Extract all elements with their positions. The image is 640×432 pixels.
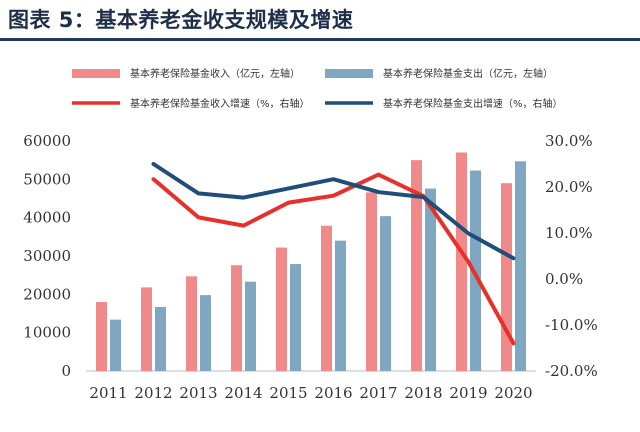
expense-bar — [290, 264, 301, 371]
left-tick-label: 0 — [61, 362, 71, 380]
expense-bar — [245, 281, 256, 371]
income-growth-line — [151, 172, 516, 346]
left-tick-label: 10000 — [23, 324, 71, 342]
x-tick-label: 2017 — [359, 384, 397, 402]
left-tick-label: 20000 — [23, 285, 71, 303]
right-tick-label: -20.0% — [545, 362, 598, 380]
expense-bar — [110, 319, 121, 371]
expense-growth-line — [151, 162, 516, 261]
income-bar — [141, 287, 152, 371]
x-tick-label: 2016 — [314, 384, 352, 402]
legend-expense-bar-label: 基本养老保险基金支出（亿元，左轴） — [383, 67, 553, 80]
income-bar — [186, 276, 197, 371]
left-tick-label: 40000 — [23, 209, 71, 227]
right-tick-label: -10.0% — [545, 316, 598, 334]
income-bar — [321, 225, 332, 371]
income-bar — [501, 183, 512, 371]
x-tick-label: 2015 — [269, 384, 307, 402]
x-tick-label: 2014 — [224, 384, 262, 402]
left-tick-label: 60000 — [23, 132, 71, 150]
right-tick-label: 30.0% — [545, 132, 593, 150]
income-bar — [456, 152, 467, 371]
left-tick-label: 30000 — [23, 247, 71, 265]
income-bar — [366, 192, 377, 371]
x-tick-label: 2020 — [494, 384, 532, 402]
x-tick-label: 2018 — [404, 384, 442, 402]
income-bar — [96, 302, 107, 371]
expense-bar — [425, 188, 436, 371]
x-tick-label: 2011 — [89, 384, 127, 402]
expense-bar — [380, 216, 391, 371]
legend-income-bar-label: 基本养老保险基金收入（亿元，左轴） — [130, 67, 300, 80]
x-tick-label: 2013 — [179, 384, 217, 402]
legend-income-line-label: 基本养老保险基金收入增速（%，右轴） — [130, 97, 310, 110]
income-bar — [411, 160, 422, 371]
expense-bar — [515, 161, 526, 371]
legend-income-bar-swatch — [72, 69, 120, 78]
right-tick-label: 20.0% — [545, 178, 593, 196]
expense-bar — [155, 306, 166, 371]
income-bar — [231, 265, 242, 371]
right-tick-label: 10.0% — [545, 224, 593, 242]
expense-bar — [335, 240, 346, 371]
figure-title: 图表 5：基本养老金收支规模及增速 — [8, 8, 354, 32]
legend-expense-bar-swatch — [325, 69, 373, 78]
x-tick-label: 2019 — [449, 384, 487, 402]
left-tick-label: 50000 — [23, 170, 71, 188]
expense-bar — [200, 295, 211, 371]
income-bar — [276, 247, 287, 371]
right-tick-label: 0.0% — [545, 270, 583, 288]
x-tick-label: 2012 — [134, 384, 172, 402]
title-rule — [0, 38, 640, 41]
legend-expense-line-label: 基本养老保险基金支出增速（%，右轴） — [383, 97, 563, 110]
